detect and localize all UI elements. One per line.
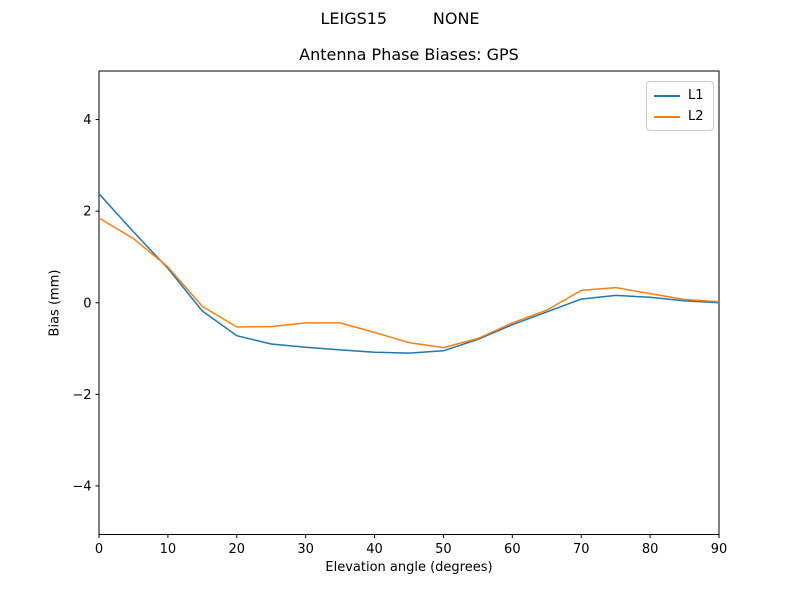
- x-tick-label: 80: [642, 542, 659, 557]
- series-line-L1: [98, 193, 720, 354]
- x-tick-label: 20: [229, 542, 246, 557]
- chart-title: Antenna Phase Biases: GPS: [299, 45, 519, 64]
- x-tick-label: 10: [160, 542, 177, 557]
- figure-suptitle: LEIGS15 NONE: [320, 9, 480, 28]
- axes-frame: [98, 70, 720, 535]
- x-tick-label: 0: [95, 542, 103, 557]
- x-tick-label: 60: [504, 542, 521, 557]
- legend-line-swatch: [654, 115, 680, 118]
- x-axis-label: Elevation angle (degrees): [325, 560, 493, 575]
- legend-label: L2: [688, 109, 704, 124]
- y-tick-label: −4: [72, 479, 91, 494]
- legend: L1 L2: [646, 81, 714, 131]
- x-tick-label: 40: [366, 542, 383, 557]
- legend-item-L1: L1: [654, 87, 704, 104]
- x-tick-label: 70: [573, 542, 590, 557]
- y-tick-label: −2: [72, 388, 91, 403]
- legend-label: L1: [688, 88, 704, 103]
- legend-line-swatch: [654, 94, 680, 97]
- y-tick-label: 0: [83, 296, 91, 311]
- y-tick-label: 4: [83, 113, 91, 128]
- legend-item-L2: L2: [654, 108, 704, 125]
- x-tick-label: 50: [435, 542, 452, 557]
- x-tick-label: 30: [297, 542, 314, 557]
- y-tick-label: 2: [83, 205, 91, 220]
- y-axis-label: Bias (mm): [47, 269, 63, 337]
- x-tick-label: 90: [711, 542, 728, 557]
- series-line-L2: [98, 217, 720, 349]
